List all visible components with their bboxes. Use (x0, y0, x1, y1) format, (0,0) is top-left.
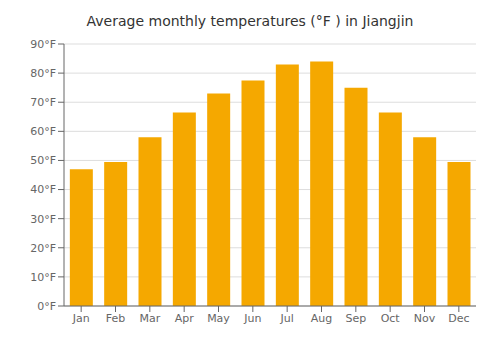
svg-text:90°F: 90°F (30, 38, 56, 51)
svg-text:Dec: Dec (448, 312, 469, 325)
svg-text:Jul: Jul (280, 312, 294, 325)
svg-text:Jan: Jan (72, 312, 90, 325)
svg-text:Nov: Nov (414, 312, 436, 325)
svg-text:May: May (207, 312, 230, 325)
svg-text:Oct: Oct (381, 312, 401, 325)
svg-text:Jun: Jun (243, 312, 261, 325)
svg-text:60°F: 60°F (30, 125, 56, 138)
svg-text:20°F: 20°F (30, 242, 56, 255)
svg-text:Apr: Apr (175, 312, 195, 325)
svg-text:50°F: 50°F (30, 154, 56, 167)
svg-text:Mar: Mar (139, 312, 160, 325)
svg-text:0°F: 0°F (37, 300, 56, 313)
svg-text:40°F: 40°F (30, 183, 56, 196)
html-text:Average monthly temperatures (: Average monthly temperatures (°F ) in Ji… (86, 13, 414, 29)
svg-text:Feb: Feb (106, 312, 125, 325)
svg-text:10°F: 10°F (30, 271, 56, 284)
svg-text:Aug: Aug (311, 312, 332, 325)
svg-text:Sep: Sep (345, 312, 366, 325)
svg-text:30°F: 30°F (30, 213, 56, 226)
svg-text:80°F: 80°F (30, 67, 56, 80)
svg-text:70°F: 70°F (30, 96, 56, 109)
